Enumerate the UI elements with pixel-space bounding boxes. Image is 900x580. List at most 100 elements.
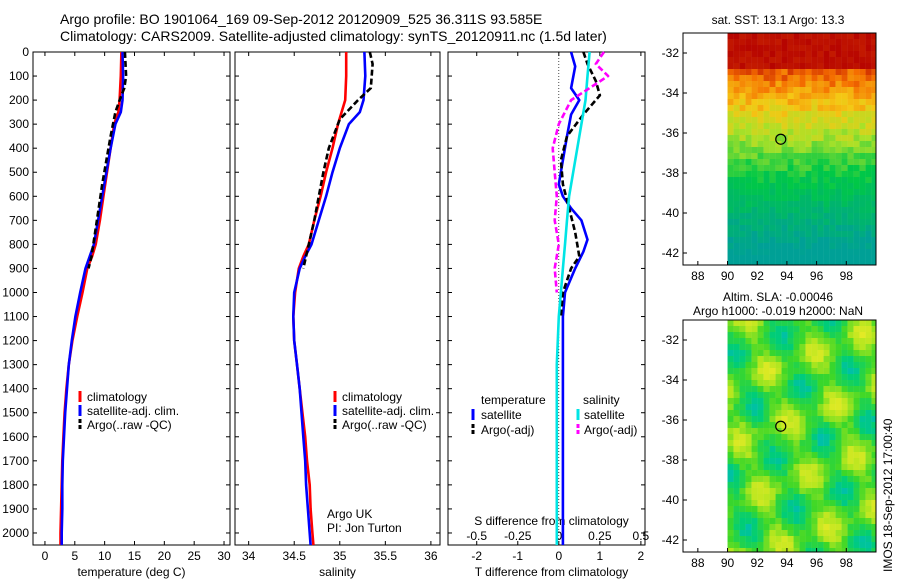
map-grid-cell [757,518,764,524]
map-grid-cell [817,147,824,153]
map-grid-cell [799,392,806,398]
map-grid-cell [775,494,782,500]
map-grid-cell [781,87,788,93]
map-grid-cell [781,482,788,488]
map-grid-cell [793,111,800,117]
map-grid-cell [793,548,800,552]
map-grid-cell [865,111,872,117]
map-grid-cell [865,356,872,362]
map-grid-cell [745,362,752,368]
map-grid-cell [859,147,866,153]
salinity-xtick-label: 34 [242,549,256,563]
map-grid-cell [823,87,830,93]
map-grid-cell [763,524,770,530]
map-grid-cell [811,506,818,512]
map-grid-cell [805,177,812,183]
map-grid-cell [745,75,752,81]
map-grid-cell [853,440,860,446]
map-grid-cell [787,434,794,440]
map-grid-cell [847,362,854,368]
map-grid-cell [757,177,764,183]
map-grid-cell [751,482,758,488]
map-grid-cell [799,344,806,350]
map-grid-cell [757,39,764,45]
map-grid-cell [733,237,740,243]
map-grid-cell [787,494,794,500]
map-grid-cell [787,147,794,153]
legend-entry: Argo(..raw -QC) [342,418,427,432]
map-grid-cell [733,464,740,470]
map-grid-cell [853,147,860,153]
map-grid-cell [763,410,770,416]
map-grid-cell [763,428,770,434]
map-grid-cell [871,81,876,87]
map-grid-cell [775,249,782,255]
map-grid-cell [751,147,758,153]
map-grid-cell [853,404,860,410]
map-grid-cell [853,255,860,261]
map-grid-cell [871,380,876,386]
map-grid-cell [769,422,776,428]
map-grid-cell [859,237,866,243]
map-grid-cell [751,69,758,75]
map-grid-cell [793,482,800,488]
map-grid-cell [847,33,854,39]
map-grid-cell [799,380,806,386]
map-grid-cell [733,422,740,428]
map-grid-cell [805,470,812,476]
map-grid-cell [799,135,806,141]
map-grid-cell [775,452,782,458]
map-grid-cell [739,506,746,512]
map-grid-cell [745,147,752,153]
map-grid-cell [829,159,836,165]
map-grid-cell [793,237,800,243]
map-grid-cell [793,368,800,374]
map-grid-cell [775,470,782,476]
map-grid-cell [763,452,770,458]
map-grid-cell [793,39,800,45]
map-grid-cell [871,117,876,123]
map-grid-cell [823,255,830,261]
map-grid-cell [751,356,758,362]
depth-tick-label: 1500 [2,406,29,420]
map-grid-cell [763,123,770,129]
map-grid-cell [859,410,866,416]
map-grid-cell [817,189,824,195]
map-grid-cell [751,57,758,63]
map-grid-cell [817,356,824,362]
map-grid-cell [805,320,812,326]
map-grid-cell [859,356,866,362]
map-grid-cell [793,219,800,225]
map-grid-cell [847,464,854,470]
map-grid-cell [793,332,800,338]
map-grid-cell [739,165,746,171]
map-grid-cell [871,398,876,404]
map-grid-cell [781,147,788,153]
map-grid-cell [763,392,770,398]
map-grid-cell [763,147,770,153]
map-grid-cell [841,147,848,153]
map-grid-cell [739,440,746,446]
map-grid-cell [727,261,734,265]
map-grid-cell [811,428,818,434]
map-grid-cell [763,344,770,350]
map-grid-cell [745,111,752,117]
map-grid-cell [751,45,758,51]
map-grid-cell [823,237,830,243]
map-grid-cell [739,536,746,542]
map-grid-cell [793,231,800,237]
map-grid-cell [787,320,794,326]
map-grid-cell [775,482,782,488]
map-grid-cell [775,446,782,452]
map-grid-cell [811,45,818,51]
map-grid-cell [739,249,746,255]
map-grid-cell [787,141,794,147]
map-grid-cell [865,51,872,57]
map-grid-cell [823,332,830,338]
map-grid-cell [871,506,876,512]
map-grid-cell [793,518,800,524]
map-grid-cell [871,374,876,380]
map-grid-cell [769,177,776,183]
map-grid-cell [799,398,806,404]
map-grid-cell [829,57,836,63]
